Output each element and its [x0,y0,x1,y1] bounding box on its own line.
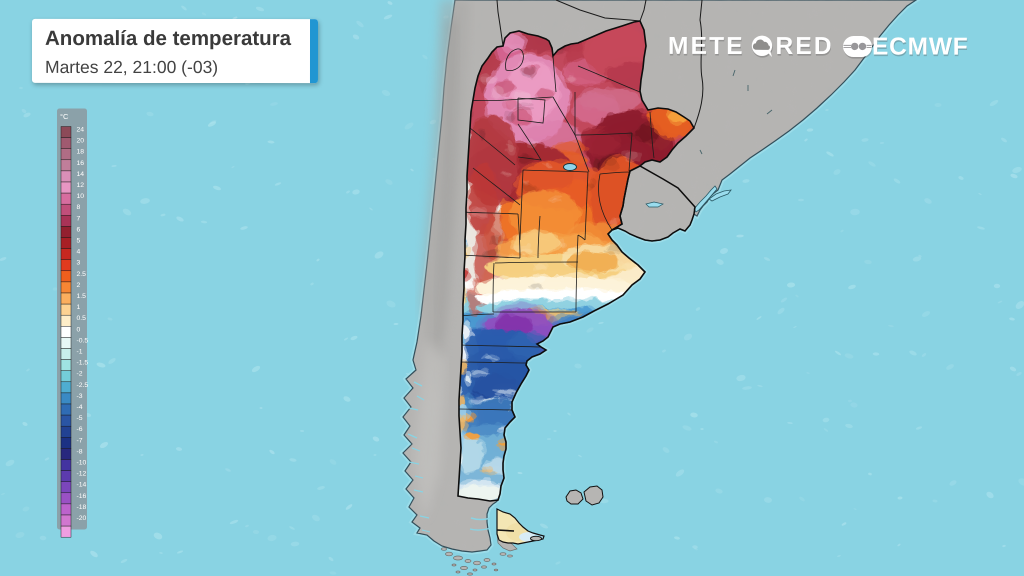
svg-text:-3: -3 [77,393,83,400]
svg-text:8: 8 [77,204,81,211]
svg-text:-2.5: -2.5 [77,382,89,389]
svg-text:-18: -18 [77,504,87,511]
svg-text:-1: -1 [77,349,83,356]
svg-text:0.5: 0.5 [77,315,87,322]
svg-text:10: 10 [77,193,85,200]
svg-text:-16: -16 [77,493,87,500]
svg-text:METE: METE [668,33,745,60]
svg-text:-8: -8 [77,448,83,455]
svg-text:METE: METE [668,35,745,62]
svg-text:-7: -7 [77,437,83,444]
svg-text:-2: -2 [77,371,83,378]
svg-text:0: 0 [77,326,81,333]
svg-text:4: 4 [77,249,81,256]
svg-text:-10: -10 [77,460,87,467]
svg-text:24: 24 [77,127,85,134]
svg-text:2: 2 [77,282,81,289]
svg-text:-14: -14 [77,482,87,489]
svg-text:6: 6 [77,226,81,233]
svg-text:-0.5: -0.5 [77,337,89,344]
svg-text:ECMWF: ECMWF [872,34,969,61]
svg-text:°C: °C [60,112,69,121]
svg-text:-12: -12 [77,471,87,478]
svg-text:RED: RED [775,33,833,60]
svg-text:18: 18 [77,149,85,156]
svg-text:-20: -20 [77,515,87,522]
svg-text:16: 16 [77,160,85,167]
svg-text:RED: RED [776,35,834,62]
svg-text:ECMWF: ECMWF [872,35,969,62]
svg-text:14: 14 [77,171,85,178]
svg-text:20: 20 [77,138,85,145]
svg-text:7: 7 [77,215,81,222]
svg-text:-5: -5 [77,415,83,422]
svg-text:-6: -6 [77,426,83,433]
svg-text:1.5: 1.5 [77,293,87,300]
svg-text:2.5: 2.5 [77,271,87,278]
svg-text:12: 12 [77,182,85,189]
svg-text:3: 3 [77,260,81,267]
svg-text:1: 1 [77,304,81,311]
svg-text:-1.5: -1.5 [77,360,89,367]
svg-text:5: 5 [77,238,81,245]
svg-text:-4: -4 [77,404,83,411]
